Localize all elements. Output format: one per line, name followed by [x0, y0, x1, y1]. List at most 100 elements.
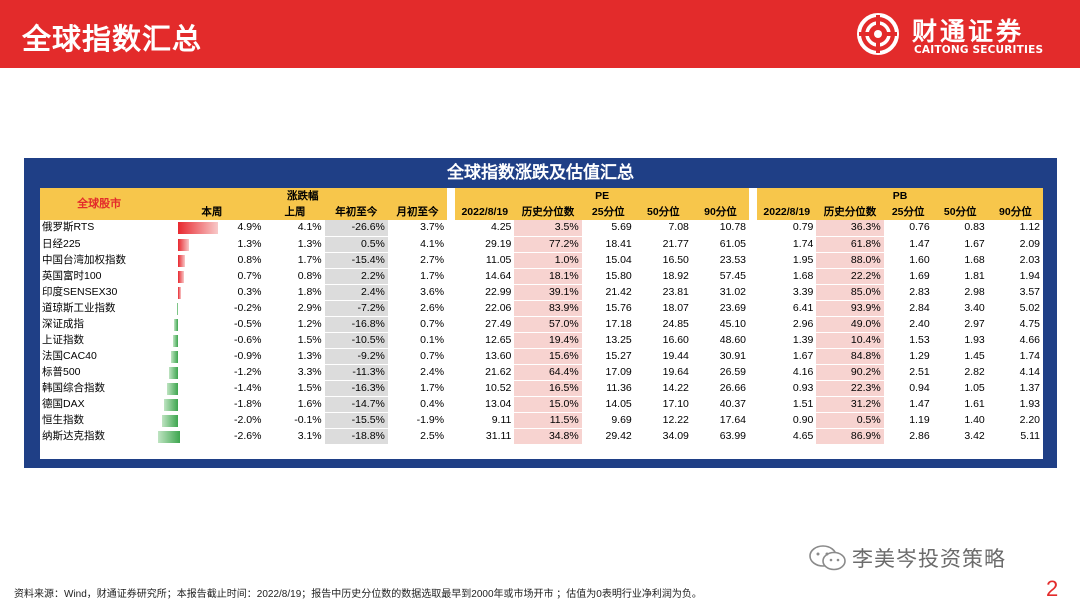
pb-90th: 1.12	[987, 220, 1043, 237]
week-change-bar	[166, 382, 179, 395]
pb-90th: 1.94	[987, 268, 1043, 285]
last-week-change: 1.7%	[265, 252, 325, 269]
pb-current: 4.65	[757, 428, 817, 445]
last-week-change: 1.3%	[265, 236, 325, 253]
pb-percentile: 22.2%	[816, 268, 884, 285]
table-row: 法国CAC40 -0.9% 1.3% -9.2% 0.7% 13.60 15.6% 15.27…	[40, 348, 1043, 365]
week-change-value: -0.2%	[234, 301, 262, 314]
pb-current: 1.95	[757, 252, 817, 269]
pb-25th: 2.40	[883, 316, 933, 333]
week-change-cell: 0.7%	[158, 268, 266, 285]
index-summary-table: 全球股市 涨跌幅 PE PB 本周 上周 年初至今 月初至今 2022/8/19…	[40, 188, 1043, 445]
pb-current: 4.16	[757, 364, 817, 381]
ytd-change: -11.3%	[324, 364, 388, 381]
pe-percentile: 16.5%	[514, 380, 582, 397]
pe-25th: 15.80	[581, 268, 635, 285]
col-header-pb-25: 25分位	[883, 204, 933, 220]
pe-90th: 17.64	[691, 412, 750, 429]
col-header-week: 本周	[158, 204, 266, 220]
col-header-pe-50: 50分位	[634, 204, 692, 220]
pe-90th: 61.05	[691, 236, 750, 253]
week-change-value: -1.8%	[234, 397, 262, 410]
pb-25th: 0.76	[883, 220, 933, 237]
pe-percentile: 18.1%	[514, 268, 582, 285]
pe-50th: 21.77	[634, 236, 692, 253]
pe-percentile: 39.1%	[514, 284, 582, 301]
header-bar: 全球指数汇总 财通证券 CAITONG SECURITIES	[0, 0, 1080, 68]
mtd-change: 2.4%	[387, 364, 448, 381]
table-row: 上证指数 -0.6% 1.5% -10.5% 0.1% 12.65 19.4% 13.25 16…	[40, 332, 1043, 349]
pe-50th: 12.22	[634, 412, 692, 429]
pb-90th: 1.37	[987, 380, 1043, 397]
spacer	[447, 316, 456, 333]
index-name: 标普500	[40, 364, 159, 381]
spacer	[749, 412, 758, 429]
last-week-change: 1.5%	[265, 332, 325, 349]
spacer	[749, 428, 758, 445]
week-change-bar	[178, 254, 185, 267]
pb-25th: 1.29	[883, 348, 933, 365]
pb-percentile: 86.9%	[816, 428, 884, 445]
pe-25th: 5.69	[581, 220, 635, 237]
mtd-change: 0.7%	[387, 348, 448, 365]
index-name: 道琼斯工业指数	[40, 300, 159, 317]
week-change-cell: -1.4%	[158, 380, 266, 397]
table-row: 英国富时100 0.7% 0.8% 2.2% 1.7% 14.64 18.1% 15.80 18…	[40, 268, 1043, 285]
pb-current: 1.51	[757, 396, 817, 413]
table-row: 道琼斯工业指数 -0.2% 2.9% -7.2% 2.6% 22.06 83.9% 15.76…	[40, 300, 1043, 317]
pe-90th: 10.78	[691, 220, 750, 237]
week-change-value: -1.2%	[234, 365, 262, 378]
week-change-cell: 4.9%	[158, 220, 266, 237]
pe-90th: 40.37	[691, 396, 750, 413]
pb-90th: 2.09	[987, 236, 1043, 253]
pb-50th: 3.42	[932, 428, 988, 445]
pb-current: 0.79	[757, 220, 817, 237]
mtd-change: 3.6%	[387, 284, 448, 301]
pb-90th: 4.75	[987, 316, 1043, 333]
table-row: 中国台湾加权指数 0.8% 1.7% -15.4% 2.7% 11.05 1.0% 15.04…	[40, 252, 1043, 269]
week-change-value: 0.3%	[237, 285, 262, 298]
col-header-pb-50: 50分位	[932, 204, 988, 220]
pe-percentile: 11.5%	[514, 412, 582, 429]
index-name: 深证成指	[40, 316, 159, 333]
pb-50th: 1.40	[932, 412, 988, 429]
week-change-value: 0.8%	[237, 253, 262, 266]
page-number: 2	[1046, 576, 1059, 601]
group-header-pb: PB	[757, 188, 1043, 204]
pe-current: 13.04	[455, 396, 515, 413]
week-change-value: 1.3%	[237, 237, 262, 250]
pb-current: 2.96	[757, 316, 817, 333]
ytd-change: 2.4%	[324, 284, 388, 301]
watermark-text: 李美岑投资策略	[852, 547, 1006, 571]
index-name: 韩国综合指数	[40, 380, 159, 397]
pe-25th: 18.41	[581, 236, 635, 253]
spacer	[447, 284, 456, 301]
pe-current: 10.52	[455, 380, 515, 397]
pb-50th: 1.45	[932, 348, 988, 365]
spacer	[749, 300, 758, 317]
pb-50th: 1.68	[932, 252, 988, 269]
pe-percentile: 15.6%	[514, 348, 582, 365]
pb-25th: 1.69	[883, 268, 933, 285]
pe-50th: 17.10	[634, 396, 692, 413]
ytd-change: -15.5%	[324, 412, 388, 429]
pe-25th: 9.69	[581, 412, 635, 429]
ytd-change: -14.7%	[324, 396, 388, 413]
last-week-change: 1.5%	[265, 380, 325, 397]
pe-percentile: 1.0%	[514, 252, 582, 269]
pe-percentile: 64.4%	[514, 364, 582, 381]
pb-90th: 5.11	[987, 428, 1043, 445]
spacer	[749, 332, 758, 349]
pe-90th: 23.69	[691, 300, 750, 317]
pb-50th: 1.05	[932, 380, 988, 397]
pe-25th: 13.25	[581, 332, 635, 349]
pe-25th: 17.18	[581, 316, 635, 333]
spacer	[749, 188, 758, 204]
index-name: 英国富时100	[40, 268, 159, 285]
pb-25th: 1.47	[883, 236, 933, 253]
pb-current: 1.39	[757, 332, 817, 349]
pe-current: 29.19	[455, 236, 515, 253]
mtd-change: 0.7%	[387, 316, 448, 333]
week-change-cell: -2.6%	[158, 428, 266, 445]
spacer	[447, 204, 456, 220]
